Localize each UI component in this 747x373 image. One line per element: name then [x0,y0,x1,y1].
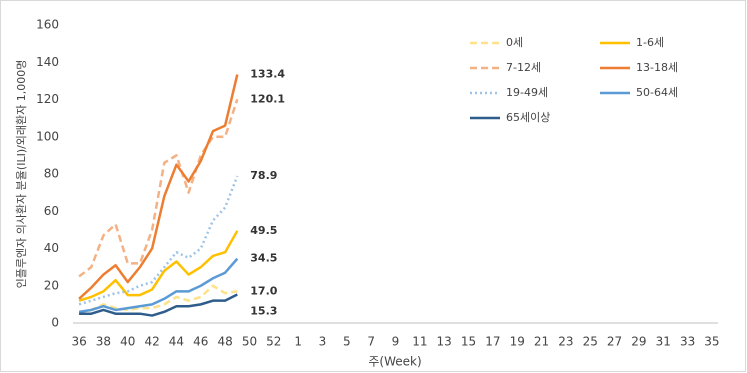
x-tick-label: 40 [120,335,135,349]
y-axis-label: 인플루엔자 의사환자 분율(ILI)/외래환자 1,000명 [15,60,28,289]
value-label: 34.5 [250,252,277,265]
value-label: 133.4 [250,68,285,81]
value-label: 15.3 [250,304,277,317]
y-tick-label: 120 [36,92,59,106]
legend-label: 7-12세 [506,61,541,74]
legend-label: 1-6세 [636,36,664,49]
legend-label: 50-64세 [636,86,678,99]
x-tick-label: 9 [392,335,400,349]
x-tick-label: 27 [607,335,622,349]
x-tick-label: 48 [217,335,232,349]
series-line [78,74,239,300]
value-label: 49.5 [250,224,277,237]
series-line [79,293,238,317]
value-label: 120.1 [250,92,285,105]
legend-label: 0세 [506,36,523,49]
x-tick-label: 5 [343,335,351,349]
x-tick-label: 44 [169,335,184,349]
y-tick-label: 160 [36,18,59,32]
y-tick-label: 60 [44,204,59,218]
x-tick-label: 29 [631,335,646,349]
legend-label: 19-49세 [506,86,548,99]
series-line [78,175,239,306]
x-tick-label: 15 [461,335,476,349]
x-tick-label: 42 [144,335,159,349]
x-tick-label: 25 [583,335,598,349]
x-tick-label: 50 [242,335,257,349]
x-tick-label: 21 [534,335,549,349]
x-tick-label: 17 [485,335,500,349]
x-tick-label: 11 [412,335,427,349]
x-tick-label: 31 [656,335,671,349]
y-tick-label: 80 [44,167,59,181]
x-tick-label: 1 [294,335,302,349]
value-label: 78.9 [250,169,277,182]
x-tick-label: 33 [680,335,695,349]
x-tick-label: 3 [319,335,327,349]
legend-label: 13-18세 [636,61,678,74]
value-label: 17.0 [250,284,277,297]
legend-label: 65세이상 [506,111,550,124]
x-tick-label: 19 [510,335,525,349]
x-tick-label: 35 [704,335,719,349]
x-tick-label: 7 [367,335,375,349]
x-tick-label: 23 [558,335,573,349]
series-line [78,230,239,302]
y-tick-label: 140 [36,55,59,69]
y-tick-label: 100 [36,129,59,143]
y-tick-label: 40 [44,241,59,255]
x-axis-label: 주(Week) [368,355,421,369]
y-tick-label: 0 [51,316,59,330]
x-tick-label: 13 [437,335,452,349]
x-tick-label: 36 [71,335,86,349]
y-tick-label: 20 [44,278,59,292]
series-line [78,284,238,315]
x-tick-label: 52 [266,335,281,349]
x-tick-label: 46 [193,335,208,349]
x-tick-label: 38 [96,335,111,349]
series-line [78,257,239,314]
series-line [78,98,239,278]
